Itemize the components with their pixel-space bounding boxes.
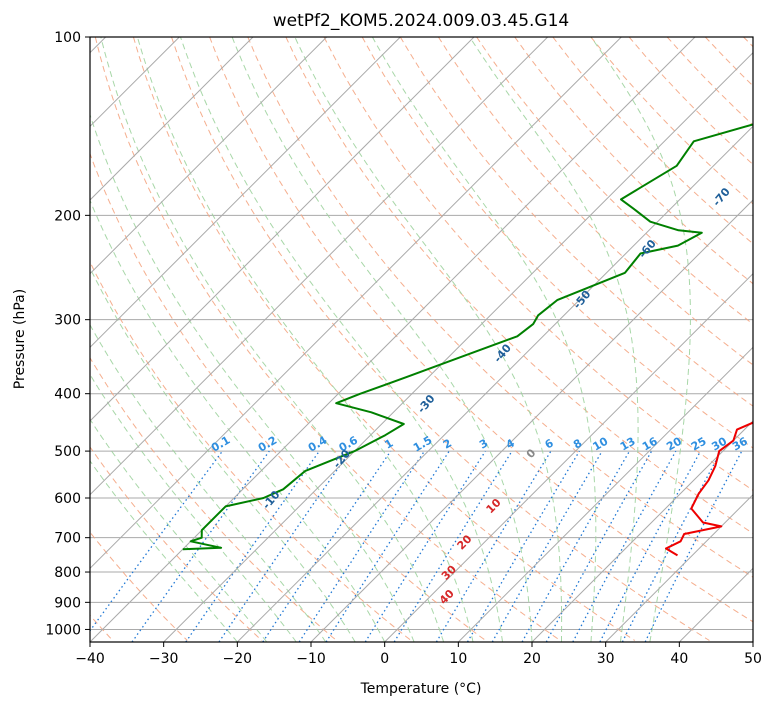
y-tick-label: 100 — [54, 30, 81, 46]
x-tick-label: −40 — [75, 651, 105, 667]
x-tick-label: −20 — [223, 651, 253, 667]
x-axis-label: Temperature (°C) — [360, 681, 482, 697]
x-tick-label: 0 — [380, 651, 389, 667]
x-tick-label: 10 — [449, 651, 467, 667]
y-tick-label: 600 — [54, 491, 81, 507]
y-tick-label: 400 — [54, 387, 81, 403]
x-tick-label: 20 — [523, 651, 541, 667]
y-tick-label: 800 — [54, 565, 81, 581]
x-tick-label: −10 — [296, 651, 326, 667]
y-tick-label: 1000 — [45, 622, 81, 638]
chart-title: wetPf2_KOM5.2024.009.03.45.G14 — [273, 11, 569, 31]
y-tick-label: 700 — [54, 531, 81, 547]
y-tick-label: 900 — [54, 595, 81, 611]
y-tick-label: 200 — [54, 208, 81, 224]
y-tick-label: 300 — [54, 313, 81, 329]
x-tick-label: −30 — [149, 651, 179, 667]
y-axis-label: Pressure (hPa) — [12, 289, 28, 389]
x-tick-label: 30 — [597, 651, 615, 667]
y-tick-label: 500 — [54, 444, 81, 460]
x-tick-label: 40 — [670, 651, 688, 667]
x-tick-label: 50 — [744, 651, 762, 667]
